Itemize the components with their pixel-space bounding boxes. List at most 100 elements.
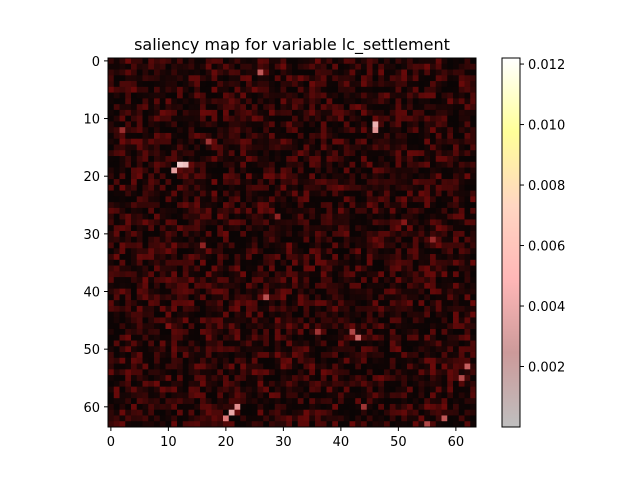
heatmap-cell [366, 277, 373, 284]
heatmap-cell [257, 184, 264, 192]
heatmap-cell [274, 300, 281, 307]
heatmap-cell [257, 421, 264, 428]
heatmap-cell [188, 184, 195, 192]
heatmap-cell [470, 357, 477, 364]
heatmap-cell [131, 207, 138, 215]
heatmap-cell [177, 248, 184, 255]
heatmap-cell [274, 294, 281, 301]
heatmap-cell [418, 92, 425, 99]
heatmap-cell [211, 380, 218, 388]
heatmap-cell [188, 375, 195, 382]
heatmap-cell [389, 81, 396, 88]
heatmap-cell [165, 184, 172, 192]
heatmap-cell [108, 98, 115, 105]
heatmap-cell [136, 207, 143, 215]
heatmap-cell [257, 138, 264, 145]
heatmap-cell [332, 254, 339, 261]
heatmap-cell [263, 207, 270, 215]
heatmap-cell [430, 403, 437, 411]
heatmap-cell [315, 375, 322, 382]
heatmap-cell [418, 254, 425, 261]
heatmap-cell [142, 115, 149, 122]
heatmap-cell [119, 63, 126, 70]
heatmap-cell [447, 115, 454, 122]
heatmap-cell [223, 196, 230, 203]
heatmap-cell [200, 138, 207, 145]
heatmap-cell [269, 127, 276, 134]
heatmap-cell [292, 75, 299, 82]
heatmap-cell [361, 69, 368, 76]
heatmap-cell [418, 63, 425, 70]
heatmap-cell [188, 248, 195, 255]
heatmap-cell [435, 409, 442, 416]
heatmap-cell [246, 219, 253, 226]
heatmap-cell [435, 346, 442, 353]
heatmap-cell [361, 236, 368, 243]
heatmap-cell [223, 265, 230, 272]
heatmap-cell [182, 156, 189, 163]
heatmap-cell [326, 334, 333, 341]
heatmap-cell [200, 421, 207, 428]
heatmap-cell [458, 202, 465, 209]
heatmap-cell [303, 179, 310, 186]
heatmap-cell [223, 127, 230, 134]
heatmap-cell [292, 207, 299, 215]
heatmap-cell [223, 375, 230, 382]
heatmap-cell [125, 121, 132, 128]
heatmap-cell [113, 415, 120, 422]
heatmap-cell [315, 369, 322, 376]
heatmap-cell [378, 127, 385, 134]
heatmap-cell [171, 271, 178, 278]
heatmap-cell [430, 248, 437, 255]
heatmap-cell [372, 386, 379, 393]
heatmap-cell [200, 357, 207, 364]
heatmap-cell [131, 69, 138, 76]
heatmap-cell [159, 173, 166, 180]
heatmap-cell [355, 259, 362, 266]
heatmap-cell [320, 190, 327, 197]
heatmap-cell [453, 398, 460, 405]
heatmap-cell [131, 121, 138, 128]
heatmap-cell [200, 403, 207, 411]
heatmap-cell [211, 375, 218, 382]
heatmap-cell [136, 311, 143, 318]
heatmap-cell [251, 242, 258, 249]
heatmap-cell [338, 282, 345, 290]
heatmap-cell [453, 300, 460, 307]
heatmap-cell [361, 248, 368, 255]
heatmap-cell [148, 328, 155, 336]
heatmap-cell [378, 58, 385, 65]
heatmap-cell [286, 403, 293, 411]
heatmap-cell [257, 328, 264, 336]
heatmap-cell [263, 421, 270, 428]
heatmap-cell [320, 213, 327, 220]
heatmap-cell [251, 121, 258, 128]
heatmap-cell [297, 190, 304, 197]
heatmap-cell [119, 328, 126, 336]
heatmap-cell [372, 179, 379, 186]
heatmap-cell [234, 69, 241, 76]
heatmap-cell [108, 369, 115, 376]
heatmap-cell [194, 421, 201, 428]
heatmap-cell [108, 58, 115, 65]
heatmap-cell [453, 81, 460, 88]
heatmap-cell [292, 398, 299, 405]
heatmap-cell [435, 179, 442, 186]
heatmap-cell [378, 386, 385, 393]
heatmap-cell [389, 213, 396, 220]
heatmap-cell [292, 196, 299, 203]
heatmap-cell [458, 219, 465, 226]
heatmap-cell [200, 92, 207, 99]
heatmap-cell [148, 300, 155, 307]
heatmap-cell [372, 305, 379, 313]
heatmap-cell [205, 132, 212, 140]
heatmap-cell [407, 144, 414, 151]
heatmap-cell [297, 69, 304, 76]
heatmap-cell [338, 421, 345, 428]
heatmap-cell [435, 392, 442, 399]
heatmap-cell [292, 69, 299, 76]
heatmap-cell [384, 305, 391, 313]
heatmap-cell [395, 115, 402, 122]
heatmap-cell [441, 421, 448, 428]
heatmap-cell [412, 213, 419, 220]
